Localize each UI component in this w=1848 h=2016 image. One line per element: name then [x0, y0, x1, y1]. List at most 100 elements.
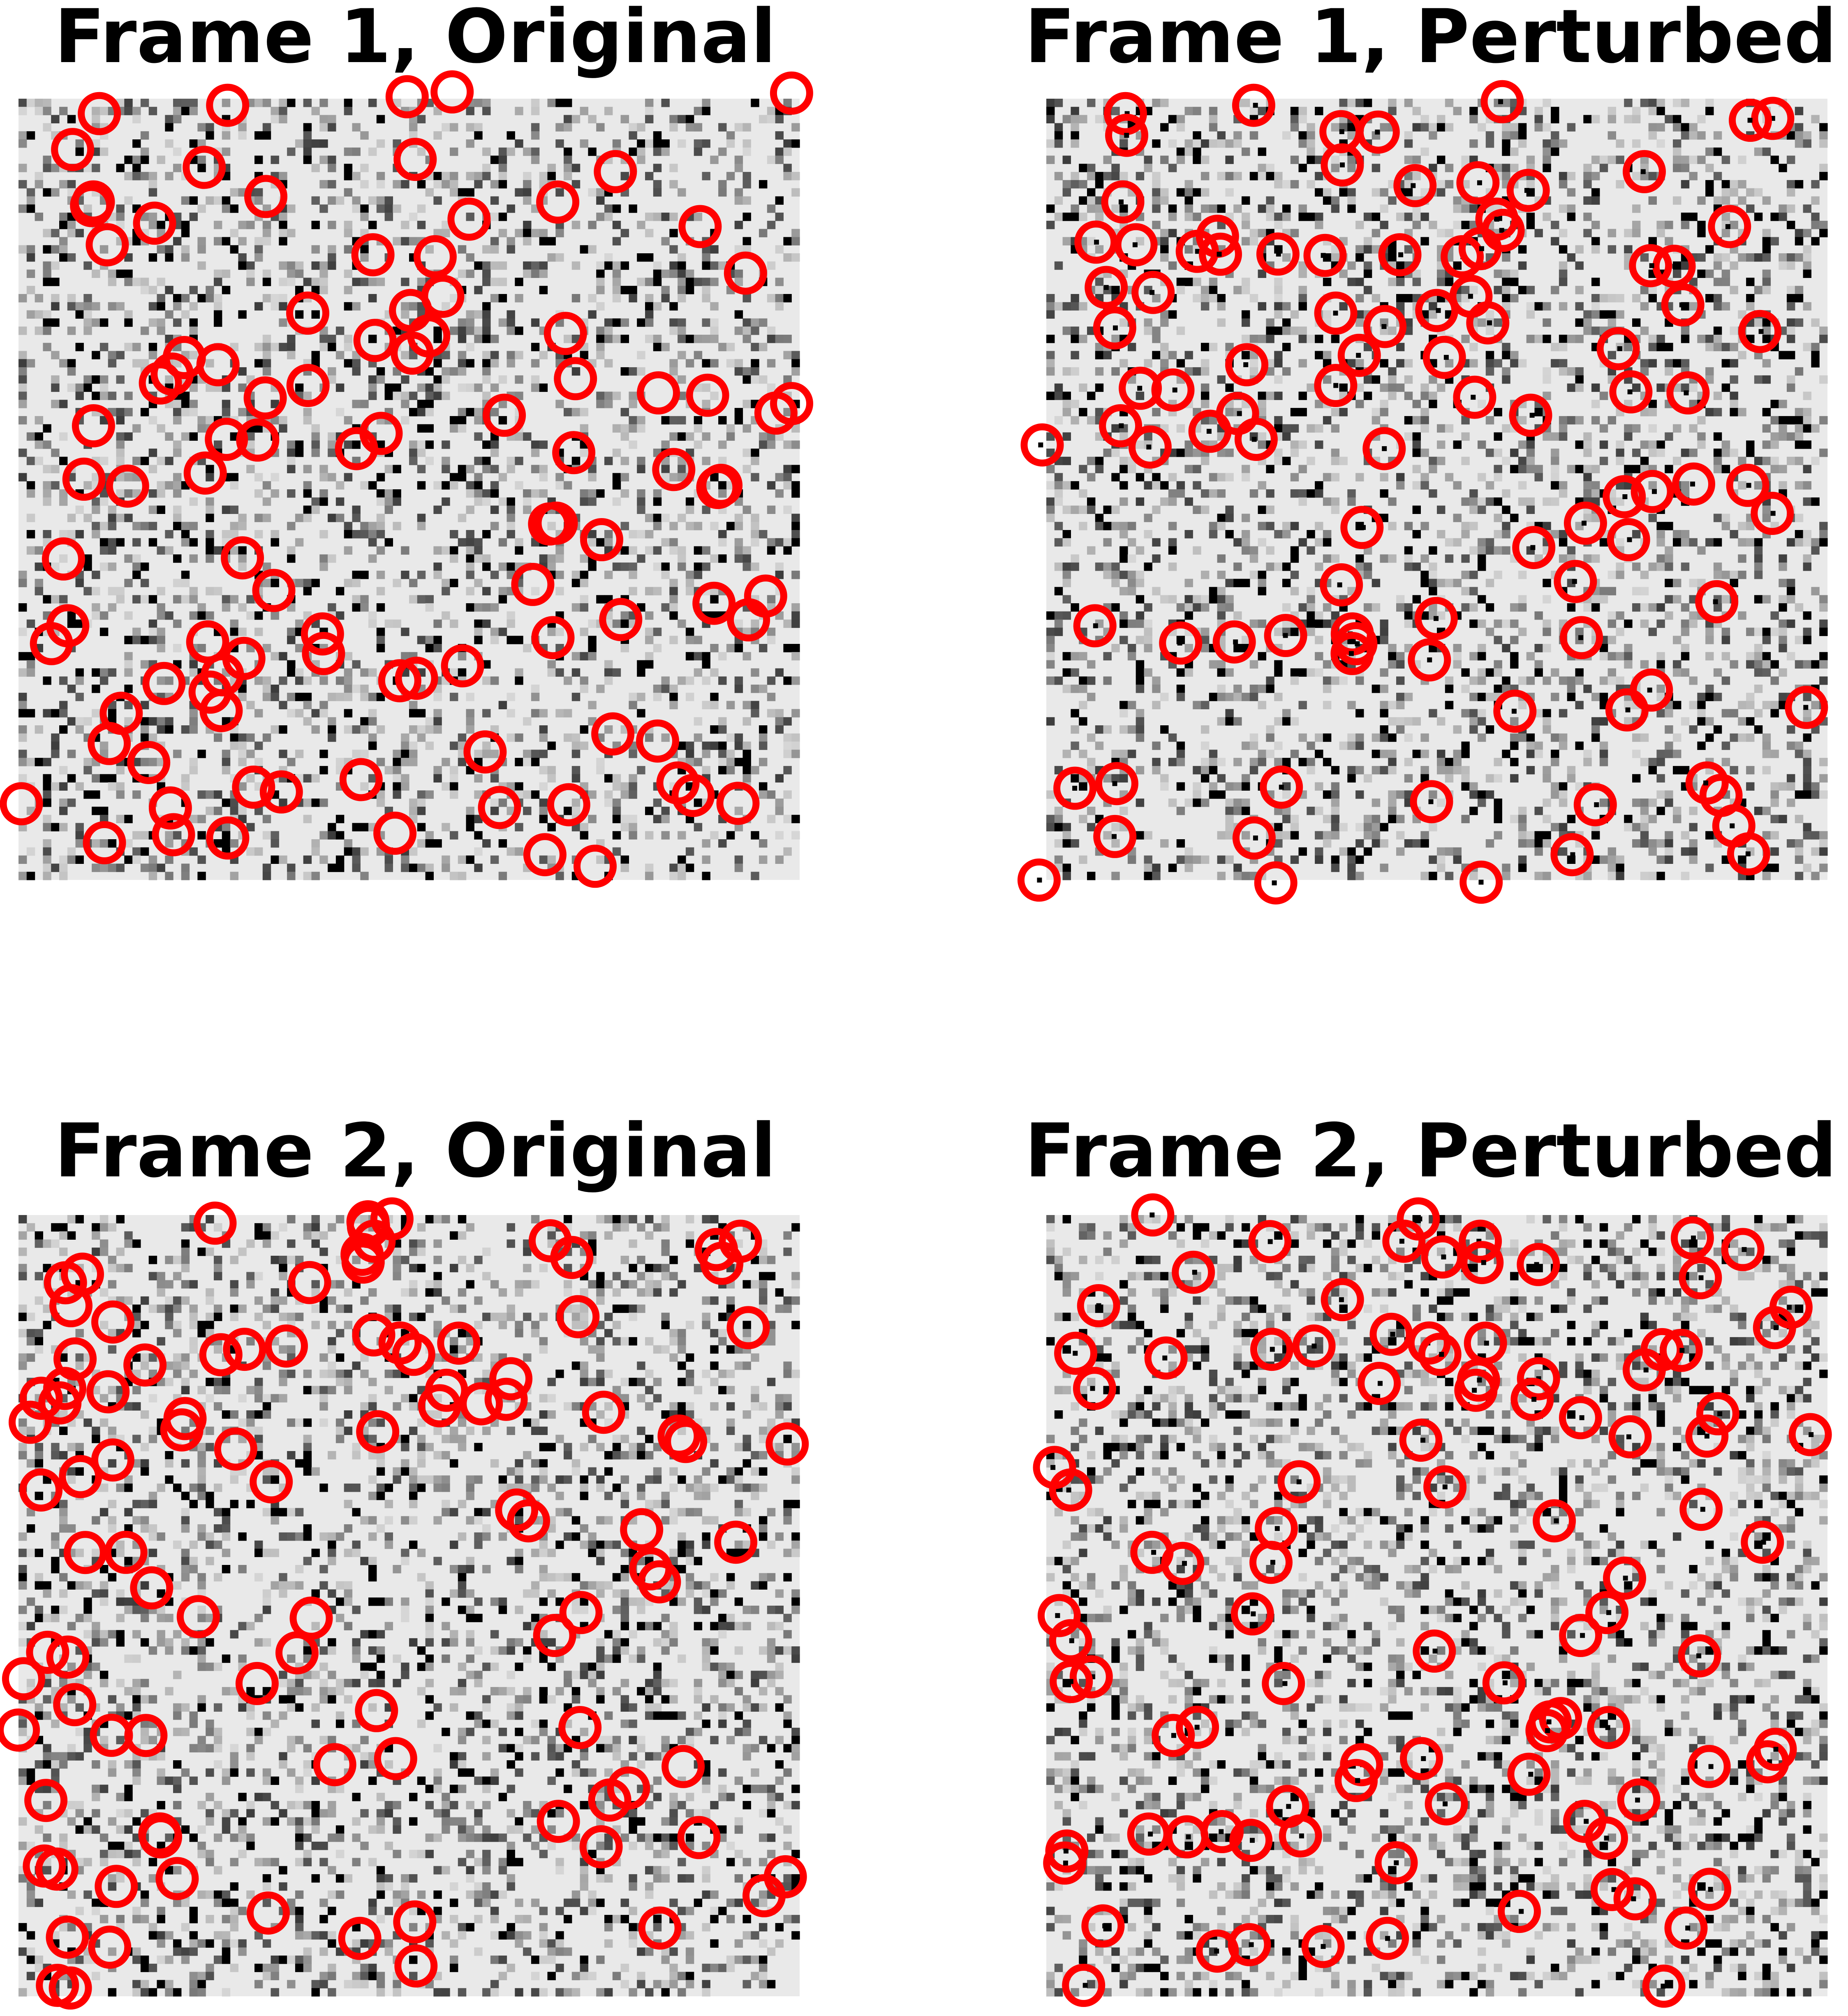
detection-circle	[1335, 1759, 1378, 1802]
particle-dot	[1337, 582, 1342, 588]
particle-dot	[1381, 324, 1387, 329]
particle-dot	[1072, 786, 1078, 791]
particle-dot	[1809, 1432, 1814, 1437]
detection-circle	[30, 622, 73, 665]
detection-circle	[1418, 1333, 1462, 1376]
detection-circle	[1256, 232, 1300, 276]
particle-dot	[1096, 1303, 1101, 1308]
detection-circle	[1199, 232, 1242, 276]
particle-dot	[1253, 836, 1258, 840]
particle-dot	[1411, 183, 1416, 188]
particle-dot	[1093, 623, 1098, 628]
particle-dot	[1382, 446, 1387, 451]
particle-dot	[1038, 442, 1043, 448]
detection-circle	[1721, 1228, 1765, 1271]
detection-circle	[580, 518, 623, 561]
particle-dot	[1725, 224, 1730, 229]
detection-circle	[1093, 815, 1137, 858]
detection-circle	[1666, 371, 1710, 414]
detection-circle	[1708, 205, 1751, 248]
particle-dot	[1498, 99, 1503, 104]
particle-dot	[1177, 640, 1182, 646]
detection-circle	[152, 813, 195, 856]
particle-dot	[1162, 1355, 1168, 1361]
particle-dot	[1627, 537, 1632, 542]
detection-circle	[163, 1397, 207, 1440]
particle-dot	[1094, 239, 1099, 245]
particle-dot	[1186, 1834, 1191, 1840]
detection-circle	[544, 312, 587, 355]
detection-circle	[1414, 597, 1458, 640]
detection-circle	[447, 197, 491, 241]
particle-dot	[1584, 1819, 1589, 1824]
detection-circle	[1613, 1877, 1657, 1921]
detection-circle	[394, 1944, 438, 1988]
detection-circle	[556, 1295, 600, 1338]
detection-circle	[313, 1743, 356, 1787]
particle-dot	[1530, 545, 1536, 550]
detection-circle	[700, 1241, 744, 1285]
particle-dot	[1356, 353, 1361, 358]
detection-circle	[1587, 1706, 1631, 1749]
speckle-texture	[19, 1215, 800, 1997]
detection-circle	[1172, 1250, 1215, 1294]
detection-circle	[373, 811, 417, 855]
detection-circle	[1585, 1816, 1628, 1860]
particle-dot	[1069, 1638, 1074, 1643]
particle-dot	[1746, 483, 1751, 488]
detection-circle	[536, 180, 580, 224]
detection-circle	[1144, 1336, 1188, 1380]
particle-dot	[1761, 1539, 1766, 1545]
particle-dot	[1570, 852, 1575, 857]
detection-circle	[1688, 1868, 1732, 1911]
detection-circle	[199, 1333, 243, 1377]
detection-circle	[692, 581, 736, 625]
detection-circle	[123, 1343, 167, 1387]
particle-dot	[1487, 320, 1492, 326]
detection-circle	[1622, 1348, 1666, 1392]
detection-circle	[139, 1815, 183, 1859]
panel-title-frame2-original: Frame 2, Original	[54, 1108, 776, 1194]
particle-dot	[1119, 199, 1124, 205]
particle-dot	[1339, 1297, 1344, 1302]
detection-circle	[1033, 1446, 1076, 1489]
detection-circle	[770, 382, 813, 425]
detection-circle	[724, 251, 767, 295]
detection-circle	[205, 418, 248, 461]
particle-dot	[1361, 525, 1366, 530]
detection-circle	[588, 1778, 631, 1822]
particle-dot	[1427, 657, 1432, 662]
particle-dot	[1214, 1949, 1219, 1954]
detection-circle	[1277, 1460, 1321, 1504]
detection-circle	[1159, 621, 1203, 665]
detection-circle	[288, 1261, 331, 1304]
detection-circle	[744, 574, 787, 618]
detection-circle	[1607, 518, 1650, 561]
particle-dot	[1243, 362, 1249, 367]
detection-circle	[46, 1915, 89, 1959]
detection-circle	[1081, 1904, 1125, 1948]
particle-dot	[1112, 781, 1117, 786]
detection-circle	[53, 1683, 97, 1727]
detection-circle	[59, 1455, 102, 1498]
particle-dot	[1112, 834, 1117, 839]
particle-dot	[1647, 687, 1652, 693]
detection-circle	[1085, 266, 1128, 309]
detection-circle	[1631, 470, 1674, 513]
detection-circle	[104, 1530, 148, 1574]
particle-dot	[1679, 1348, 1685, 1353]
detection-circle	[133, 201, 176, 245]
particle-dot	[1250, 1838, 1255, 1843]
detection-circle	[1482, 1661, 1526, 1705]
particle-image-frame2-perturbed	[1033, 1193, 1832, 2008]
particle-dot	[1704, 1433, 1709, 1439]
detection-circle	[478, 786, 521, 829]
particle-dot	[1643, 1367, 1649, 1373]
detection-circle	[1751, 492, 1794, 535]
particle-dot	[1443, 1801, 1448, 1807]
particle-dot	[1194, 1724, 1200, 1730]
detection-circle	[1077, 1284, 1120, 1327]
detection-circle	[558, 1706, 602, 1749]
detection-circle	[1264, 614, 1307, 657]
detection-circle	[1672, 462, 1715, 506]
